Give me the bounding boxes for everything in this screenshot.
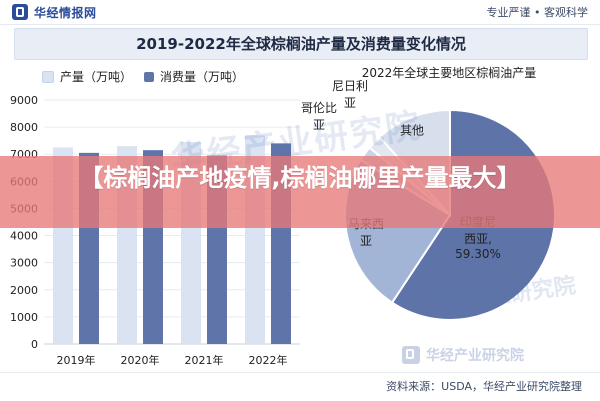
footer-brand-name: 华经产业研究院 <box>426 348 524 364</box>
overlay-banner: 【棕榈油产地疫情,棕榈油哪里产量最大】 <box>0 156 600 228</box>
x-category-label: 2020年 <box>121 353 160 367</box>
main-title: 2019-2022年全球棕榈油产量及消费量变化情况 <box>136 35 466 53</box>
footer-brand: 华经产业研究院 <box>402 345 524 365</box>
legend-item-production: 产量（万吨） <box>42 68 132 85</box>
bar-legend: 产量（万吨） 消费量（万吨） <box>42 68 244 85</box>
y-tick-label: 1000 <box>10 311 38 324</box>
overlay-banner-text: 【棕榈油产地疫情,棕榈油哪里产量最大】 <box>79 164 521 192</box>
x-category-label: 2022年 <box>249 353 288 367</box>
chart-title-bar: 2019-2022年全球棕榈油产量及消费量变化情况 <box>14 28 588 60</box>
y-tick-label: 3000 <box>10 257 38 270</box>
data-source: 资料来源：USDA，华经产业研究院整理 <box>386 380 582 393</box>
slogan: 专业严谨 • 客观科学 <box>486 6 588 19</box>
legend-label-consumption: 消费量（万吨） <box>160 70 245 84</box>
watermark-small: 华经产业研究院 <box>421 273 578 320</box>
pie-slice-label: 哥伦比 亚 <box>300 101 338 132</box>
brand-logo-icon <box>12 4 28 20</box>
y-tick-label: 8000 <box>10 121 38 134</box>
footer-logo-icon <box>402 346 420 364</box>
legend-item-consumption: 消费量（万吨） <box>144 68 244 85</box>
pie-slice-label: 其他 <box>399 123 425 138</box>
pie-title: 2022年全球主要地区棕榈油产量 <box>361 66 537 80</box>
x-category-label: 2019年 <box>57 353 96 367</box>
footer <box>0 372 600 401</box>
x-category-label: 2021年 <box>185 353 224 367</box>
brand[interactable]: 华经情报网 <box>12 3 97 21</box>
pie-slice-label: 尼日利 亚 <box>331 79 369 110</box>
y-tick-label: 0 <box>31 338 38 351</box>
y-tick-label: 4000 <box>10 230 38 243</box>
legend-swatch-consumption <box>144 71 155 82</box>
legend-swatch-production <box>42 70 54 83</box>
y-tick-label: 2000 <box>10 284 38 297</box>
y-tick-label: 9000 <box>10 94 38 107</box>
brand-name: 华经情报网 <box>34 5 97 20</box>
legend-label-production: 产量（万吨） <box>60 70 133 84</box>
top-bar: 华经情报网 专业严谨 • 客观科学 <box>0 0 600 25</box>
